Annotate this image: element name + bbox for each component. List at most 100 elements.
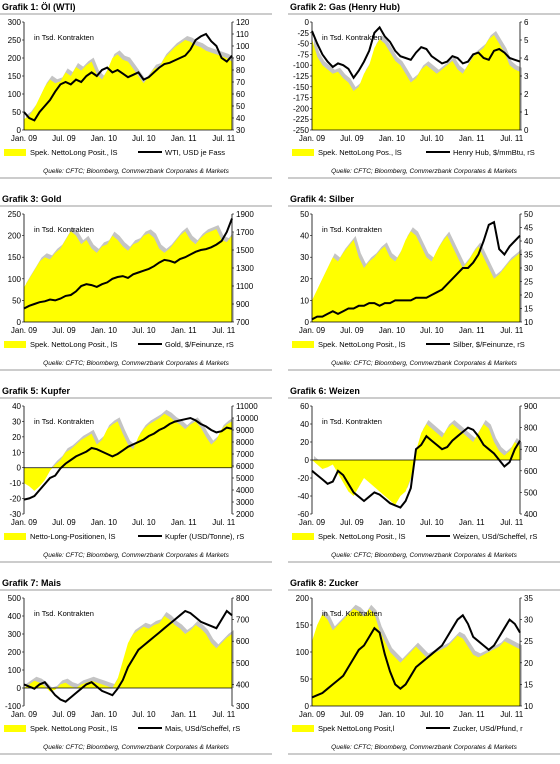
series-area-netlong <box>312 608 520 706</box>
right-tick-label: 4 <box>524 54 529 63</box>
legend-label-line: Henry Hub, $/mmBtu, rS <box>453 148 535 157</box>
x-tick-label: Jul. 10 <box>132 134 156 143</box>
right-tick-label: 45 <box>524 224 533 233</box>
source-note: Quelle: CFTC; Bloomberg, Commerzbank Cor… <box>43 168 229 175</box>
legend-swatch-area <box>4 149 26 156</box>
left-tick-label: 20 <box>300 275 309 284</box>
right-tick-label: 1 <box>524 108 529 117</box>
source-note: Quelle: CFTC; Bloomberg, Commerzbank Cor… <box>331 744 517 751</box>
left-tick-label: 100 <box>8 90 22 99</box>
x-tick-label: Jul. 10 <box>420 326 444 335</box>
right-tick-label: 15 <box>524 305 533 314</box>
x-tick-label: Jul. 09 <box>340 326 364 335</box>
left-tick-label: 40 <box>300 232 309 241</box>
x-tick-label: Jul. 10 <box>420 134 444 143</box>
right-tick-label: 7000 <box>236 450 254 459</box>
x-tick-label: Jul. 09 <box>340 518 364 527</box>
x-tick-label: Jan. 09 <box>11 710 38 719</box>
series-line-price <box>23 218 233 310</box>
source-note: Quelle: CFTC; Bloomberg, Commerzbank Cor… <box>43 744 229 751</box>
legend-label-line: Gold, $/Feinunze, rS <box>165 340 234 349</box>
legend-label-area: Spek NettoLong Posit,l <box>318 724 395 733</box>
chart-panel-gold: Grafik 3: Gold 250 200 150 100 50 0 1900 1700 150… <box>0 192 272 378</box>
series-area-netlong <box>312 231 520 322</box>
legend-swatch-area <box>292 533 314 540</box>
right-tick-label: 1300 <box>236 264 254 273</box>
right-tick-label: 15 <box>524 680 533 689</box>
right-tick-label: 3 <box>524 72 529 81</box>
x-tick-label: Jan. 09 <box>299 710 326 719</box>
unit-label: in Tsd. Kontrakten <box>322 609 382 618</box>
x-tick-label: Jan. 09 <box>299 134 326 143</box>
right-tick-label: 30 <box>236 126 245 135</box>
series-area-netlong <box>24 40 232 130</box>
left-tick-label: 200 <box>8 648 22 657</box>
chart-panel-mais: Grafik 7: Mais 500 400 300 200 100 0 -100 800 700… <box>0 576 272 762</box>
legend-swatch-area <box>4 725 26 732</box>
left-tick-label: 0 <box>17 318 22 327</box>
left-tick-label: 0 <box>305 456 310 465</box>
legend-swatch-area <box>4 533 26 540</box>
left-tick-label: 0 <box>17 684 22 693</box>
series-area-netlong <box>24 413 232 491</box>
right-tick-label: 1500 <box>236 246 254 255</box>
unit-label: in Tsd. Kontrakten <box>34 33 94 42</box>
x-tick-label: Jan. 09 <box>11 326 38 335</box>
left-tick-label: -150 <box>293 83 310 92</box>
series-line-price <box>311 613 521 699</box>
legend-swatch-area <box>4 341 26 348</box>
x-tick-label: Jul. 11 <box>500 518 524 527</box>
series-area-netlong <box>24 616 232 692</box>
left-tick-label: 250 <box>8 210 22 219</box>
right-tick-label: 800 <box>524 424 538 433</box>
x-tick-label: Jan. 10 <box>379 134 406 143</box>
legend-label-area: Spek. NettoLong Posit., lS <box>30 148 118 157</box>
right-tick-label: 25 <box>524 278 533 287</box>
right-tick-label: 30 <box>524 264 533 273</box>
chart-title: Grafik 3: Gold <box>2 194 62 204</box>
right-tick-label: 20 <box>524 291 533 300</box>
x-tick-label: Jan. 11 <box>171 518 197 527</box>
left-tick-label: 500 <box>8 594 22 603</box>
x-tick-label: Jul. 10 <box>132 326 156 335</box>
right-tick-label: 400 <box>236 680 250 689</box>
x-tick-label: Jan. 10 <box>91 326 118 335</box>
source-note: Quelle: CFTC; Bloomberg, Commerzbank Cor… <box>331 360 517 367</box>
source-note: Quelle: CFTC; Bloomberg, Commerzbank Cor… <box>331 552 517 559</box>
legend-label-area: Spek. NettoLong Posit., lS <box>318 340 406 349</box>
left-tick-label: -100 <box>5 702 22 711</box>
x-tick-label: Jul. 09 <box>340 134 364 143</box>
legend-label-area: Spek. NettoLong Posit., lS <box>30 724 118 733</box>
left-tick-label: -125 <box>293 72 310 81</box>
x-tick-label: Jan. 10 <box>91 134 118 143</box>
right-tick-label: 400 <box>524 510 538 519</box>
x-tick-label: Jul. 09 <box>52 134 76 143</box>
left-tick-label: -50 <box>297 40 309 49</box>
x-tick-label: Jul. 11 <box>500 326 524 335</box>
series-line-price <box>23 416 233 501</box>
right-tick-label: 10 <box>524 318 533 327</box>
chart-svg: Grafik 8: Zucker 200 150 100 50 0 35 30 25 20 15 10… <box>288 578 560 755</box>
x-tick-label: Jan. 10 <box>379 710 406 719</box>
right-tick-label: 500 <box>524 488 538 497</box>
source-note: Quelle: CFTC; Bloomberg, Commerzbank Cor… <box>331 168 517 175</box>
chart-svg: Grafik 4: Silber 50 40 30 20 10 0 50 45 40 35 30 25 2… <box>288 194 560 371</box>
right-tick-label: 3000 <box>236 498 254 507</box>
left-tick-label: -200 <box>293 104 310 113</box>
chart-panel-zucker: Grafik 8: Zucker 200 150 100 50 0 35 30 25 20 15 10… <box>288 576 560 762</box>
right-tick-label: 120 <box>236 18 250 27</box>
series-line-price <box>23 609 233 703</box>
left-tick-label: -100 <box>293 61 310 70</box>
unit-label: in Tsd. Kontrakten <box>322 417 382 426</box>
legend-label-line: Silber, $/Feinunze, rS <box>453 340 525 349</box>
unit-label: in Tsd. Kontrakten <box>34 417 94 426</box>
left-tick-label: 200 <box>296 594 310 603</box>
x-tick-label: Jul. 11 <box>212 134 236 143</box>
chart-panel-wti: Grafik 1: Öl (WTI) 300 250 200 150 100 50 0 120 1… <box>0 0 272 186</box>
right-tick-label: 35 <box>524 594 533 603</box>
right-tick-label: 11000 <box>236 402 258 411</box>
unit-label: in Tsd. Kontrakten <box>34 225 94 234</box>
right-tick-label: 9000 <box>236 426 254 435</box>
left-tick-label: -225 <box>293 115 310 124</box>
left-tick-label: 0 <box>17 126 22 135</box>
